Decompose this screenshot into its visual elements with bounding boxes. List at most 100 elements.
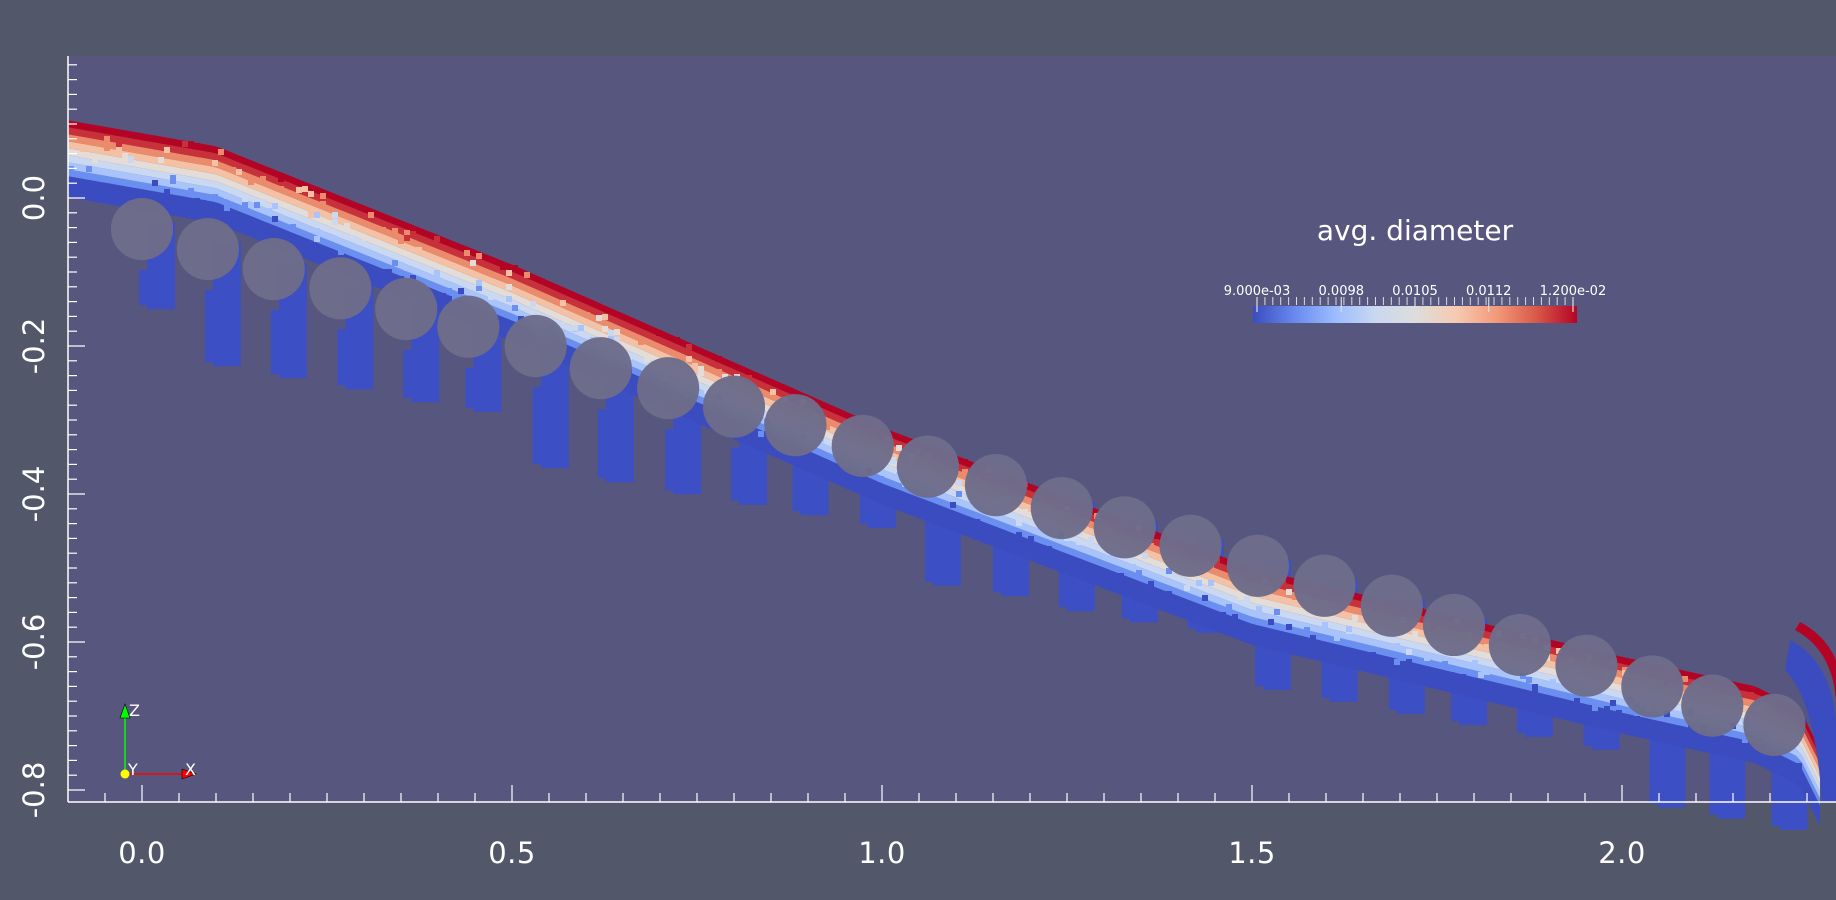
flow-cell xyxy=(1256,606,1262,612)
flow-cell xyxy=(1472,660,1478,666)
flow-cell xyxy=(416,247,422,253)
flow-cell xyxy=(116,146,122,152)
flow-cell xyxy=(332,219,338,225)
cylinder xyxy=(309,257,372,320)
y-tick-label: 0.0 xyxy=(17,174,51,222)
flow-cell xyxy=(704,388,710,394)
triad-x-label: X xyxy=(185,760,196,779)
flow-cell xyxy=(266,208,272,214)
flow-cell xyxy=(890,458,896,464)
flow-cell xyxy=(314,228,320,234)
flow-cell xyxy=(458,288,464,294)
triad-z-arrow-icon xyxy=(119,703,131,719)
flow-cell xyxy=(1322,622,1328,628)
flow-cell xyxy=(398,262,404,268)
flow-cell xyxy=(578,325,584,331)
colorbar xyxy=(1253,297,1577,323)
flow-cell xyxy=(386,269,392,275)
flow-cell xyxy=(320,246,326,252)
cylinder xyxy=(1226,534,1290,597)
colorbar-tick-label: 1.200e-02 xyxy=(1539,284,1607,299)
flow-cell xyxy=(1184,585,1190,591)
flow-cell xyxy=(1226,604,1232,610)
flow-cell xyxy=(134,189,140,195)
flow-cell xyxy=(698,366,704,372)
flow-cell xyxy=(764,437,770,443)
flow-cell xyxy=(1046,546,1052,552)
flow-cell xyxy=(1520,673,1526,679)
cylinder xyxy=(896,435,959,498)
cylinder xyxy=(831,414,894,477)
flow-cell xyxy=(1052,553,1058,559)
x-tick-label: 1.5 xyxy=(1228,836,1276,870)
flow-cell xyxy=(1460,674,1466,680)
flow-cell xyxy=(194,199,200,205)
flow-cell xyxy=(1550,679,1556,685)
flow-cell xyxy=(674,337,680,343)
flow-cell xyxy=(770,389,776,395)
flow-cell xyxy=(686,344,692,350)
flow-cell xyxy=(1394,643,1400,649)
flow-cell xyxy=(1370,652,1376,658)
flow-cell xyxy=(1106,555,1112,561)
flow-cell xyxy=(380,269,386,275)
flow-cell xyxy=(716,369,722,375)
flow-cell xyxy=(1148,588,1154,594)
flow-cell xyxy=(446,296,452,302)
flow-cell xyxy=(1478,681,1484,687)
flow-cell xyxy=(296,187,302,193)
flow-cell xyxy=(308,212,314,218)
flow-cell xyxy=(476,285,482,291)
flow-cell xyxy=(470,260,476,266)
drip-column xyxy=(1771,765,1786,826)
flow-cell xyxy=(920,500,926,506)
flow-cell xyxy=(1142,553,1148,559)
flow-cell xyxy=(224,205,230,211)
drip-column xyxy=(731,447,746,501)
triad-x-arrow-icon xyxy=(181,768,197,780)
flow-cell xyxy=(302,186,308,192)
flow-cell xyxy=(158,157,164,163)
flow-cell xyxy=(500,264,506,270)
flow-cell xyxy=(1424,655,1430,661)
flow-cell xyxy=(956,480,962,486)
flow-cell xyxy=(1484,644,1490,650)
flow-cell xyxy=(1310,635,1316,641)
flow-cell xyxy=(452,295,458,301)
flow-cell xyxy=(1148,581,1154,587)
flow-cell xyxy=(164,189,170,195)
x-tick-label: 1.0 xyxy=(858,836,906,870)
flow-cell xyxy=(1442,661,1448,667)
flow-cell xyxy=(1556,648,1562,654)
flow-cell xyxy=(638,339,644,345)
flow-cell xyxy=(884,489,890,495)
flow-cell xyxy=(170,175,176,181)
flow-cell xyxy=(1268,619,1274,625)
flow-cell xyxy=(440,293,446,299)
flow-cell xyxy=(962,459,968,465)
flow-cell xyxy=(1286,637,1292,643)
drip-column xyxy=(337,329,352,386)
flow-cell xyxy=(1280,632,1286,638)
flow-cell xyxy=(380,227,386,233)
flow-cell xyxy=(260,199,266,205)
flow-cell xyxy=(824,424,830,430)
drip-column xyxy=(139,270,154,306)
cylinder xyxy=(1159,514,1222,577)
flow-cell xyxy=(950,502,956,508)
axes-grid xyxy=(67,56,1836,803)
flow-cell xyxy=(1604,706,1610,712)
flow-cell xyxy=(68,168,74,174)
flow-cell xyxy=(122,153,128,159)
flow-cell xyxy=(1130,564,1136,570)
triad-y-dot-icon xyxy=(120,769,130,779)
flow-cell xyxy=(614,329,620,335)
flow-cell xyxy=(1586,705,1592,711)
flow-cell xyxy=(1292,594,1298,600)
flow-cell xyxy=(404,235,410,241)
flow-curtain xyxy=(1785,640,1836,802)
flow-cell xyxy=(758,431,764,437)
flow-cell xyxy=(956,491,962,497)
